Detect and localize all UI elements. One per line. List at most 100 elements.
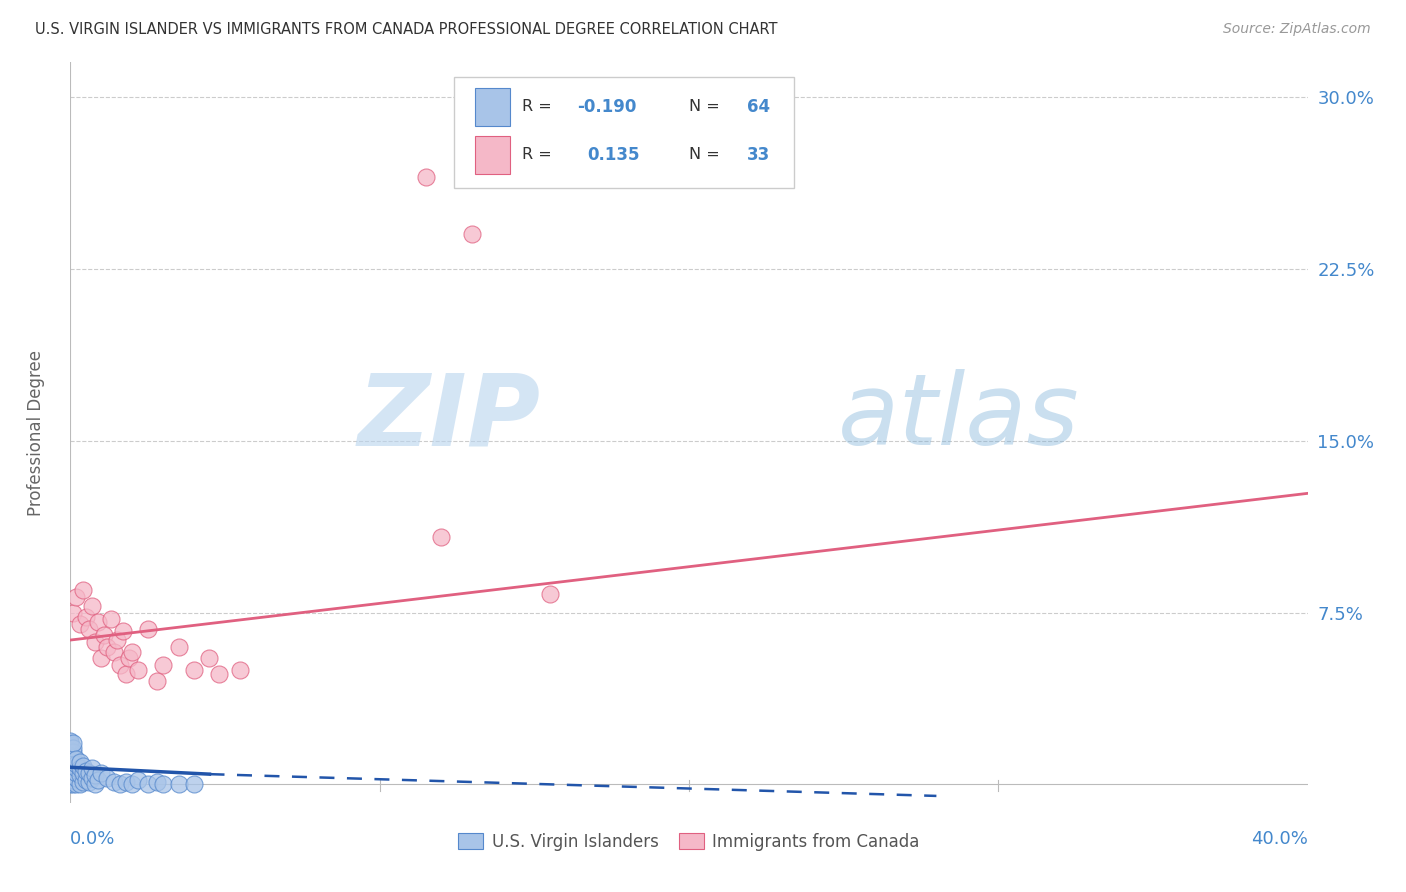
Text: N =: N =: [689, 147, 725, 162]
Point: [65, 590, 87, 604]
Point: [59, 771, 82, 785]
Point: [65, 756, 87, 771]
Point: [62, 764, 84, 778]
Point: [127, 772, 149, 787]
Point: [62, 740, 84, 755]
Point: [72, 582, 94, 597]
Point: [62, 755, 84, 769]
Point: [415, 169, 437, 184]
Point: [167, 640, 190, 654]
Legend: U.S. Virgin Islanders, Immigrants from Canada: U.S. Virgin Islanders, Immigrants from C…: [451, 826, 927, 857]
Point: [84, 777, 107, 791]
Point: [430, 530, 453, 544]
Point: [59, 755, 82, 769]
Point: [65, 752, 87, 766]
Point: [127, 663, 149, 677]
FancyBboxPatch shape: [454, 78, 794, 188]
Point: [96, 640, 118, 654]
Point: [121, 777, 143, 791]
Point: [84, 768, 107, 782]
Point: [72, 766, 94, 780]
Text: N =: N =: [689, 99, 725, 114]
Text: R =: R =: [522, 99, 557, 114]
Point: [65, 777, 87, 791]
Point: [152, 658, 174, 673]
Point: [69, 761, 91, 775]
Point: [69, 755, 91, 769]
Point: [183, 777, 205, 791]
Point: [62, 606, 84, 620]
Text: U.S. VIRGIN ISLANDER VS IMMIGRANTS FROM CANADA PROFESSIONAL DEGREE CORRELATION C: U.S. VIRGIN ISLANDER VS IMMIGRANTS FROM …: [35, 22, 778, 37]
Text: 64: 64: [747, 98, 770, 116]
Point: [208, 667, 231, 681]
Point: [59, 777, 82, 791]
Text: Source: ZipAtlas.com: Source: ZipAtlas.com: [1223, 22, 1371, 37]
Point: [115, 775, 138, 789]
Point: [229, 663, 252, 677]
Point: [146, 674, 169, 689]
Point: [72, 759, 94, 773]
Point: [69, 777, 91, 791]
Point: [198, 651, 221, 665]
Text: R =: R =: [522, 147, 557, 162]
Point: [59, 743, 82, 757]
Point: [96, 771, 118, 785]
Point: [62, 772, 84, 787]
Point: [538, 587, 561, 601]
Point: [75, 610, 97, 624]
Point: [121, 644, 143, 658]
Point: [90, 651, 112, 665]
Point: [65, 771, 87, 785]
Bar: [475, 136, 509, 174]
Point: [461, 227, 484, 242]
Point: [62, 759, 84, 773]
Text: -0.190: -0.190: [578, 98, 637, 116]
Point: [100, 612, 122, 626]
Point: [59, 756, 82, 771]
Point: [90, 766, 112, 780]
Point: [108, 777, 131, 791]
Point: [136, 777, 159, 791]
Point: [77, 622, 100, 636]
Bar: [475, 87, 509, 126]
Point: [183, 663, 205, 677]
Point: [103, 644, 125, 658]
Point: [69, 617, 91, 632]
Text: atlas: atlas: [838, 369, 1078, 467]
Point: [72, 775, 94, 789]
Point: [59, 766, 82, 780]
Point: [59, 739, 82, 753]
Point: [59, 745, 82, 759]
Point: [80, 761, 103, 775]
Point: [59, 761, 82, 775]
Point: [62, 768, 84, 782]
Point: [152, 777, 174, 791]
Text: 40.0%: 40.0%: [1251, 830, 1308, 848]
Point: [59, 740, 82, 755]
Point: [87, 772, 110, 787]
Point: [62, 750, 84, 764]
Text: 0.0%: 0.0%: [70, 830, 115, 848]
Point: [75, 764, 97, 778]
Point: [59, 759, 82, 773]
Point: [118, 651, 141, 665]
Point: [59, 734, 82, 748]
Point: [62, 745, 84, 759]
Point: [146, 775, 169, 789]
Point: [105, 633, 128, 648]
Point: [59, 775, 82, 789]
Point: [108, 658, 131, 673]
Point: [59, 750, 82, 764]
Point: [59, 736, 82, 750]
Point: [84, 635, 107, 649]
Point: [103, 775, 125, 789]
Text: ZIP: ZIP: [357, 369, 540, 467]
Point: [75, 772, 97, 787]
Point: [62, 777, 84, 791]
Point: [80, 599, 103, 613]
Point: [59, 772, 82, 787]
Text: Professional Degree: Professional Degree: [27, 350, 45, 516]
Point: [77, 766, 100, 780]
Point: [115, 667, 138, 681]
Point: [59, 768, 82, 782]
